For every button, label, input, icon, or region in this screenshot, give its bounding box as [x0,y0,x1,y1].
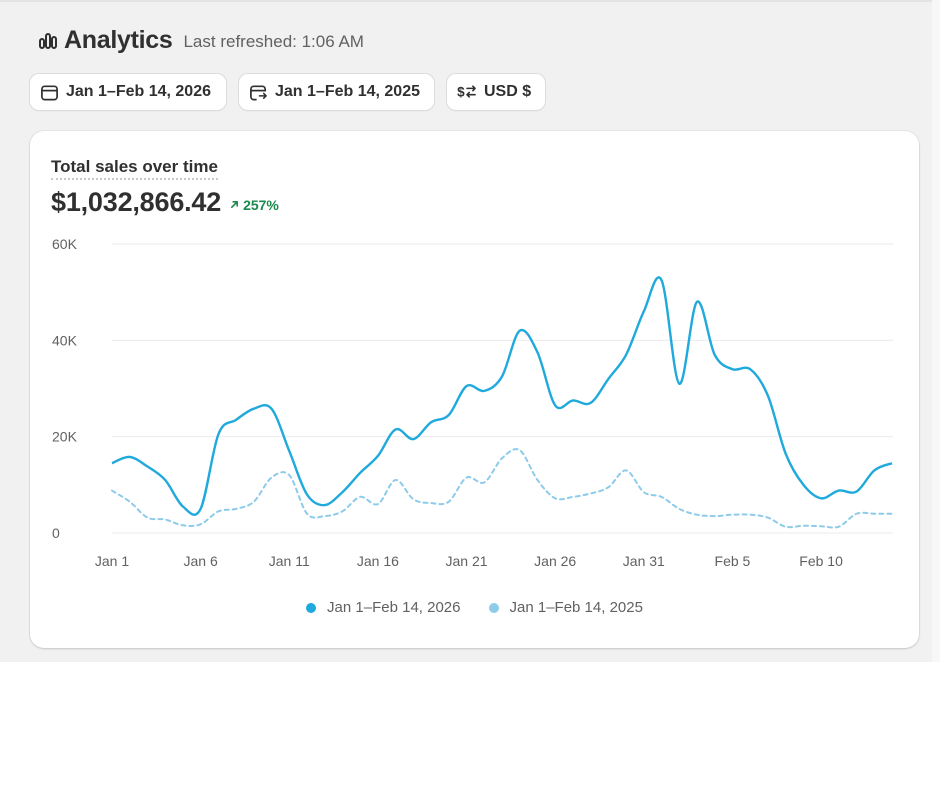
legend-dot-previous [488,602,499,613]
legend-dot-current [306,602,317,613]
scroll-gutter [932,0,940,662]
sales-line-chart[interactable]: 0 20K 40K 60K Jan 1 Jan 6 Jan 11 Jan 16 Jan 21 J… [30,131,919,591]
compare-range-label: Jan 1–Feb 14, 2025 [275,83,420,100]
chart-title[interactable]: Total sales over time [51,157,218,180]
page-header: Analytics Last refreshed: 1:06 AM [38,24,364,56]
legend-item-previous[interactable]: Jan 1–Feb 14, 2025 [488,599,643,616]
legend-item-current[interactable]: Jan 1–Feb 14, 2026 [306,599,461,616]
y-tick-label: 60K [52,236,78,252]
y-tick-label: 0 [52,525,60,541]
date-range-label: Jan 1–Feb 14, 2026 [66,83,211,100]
x-tick-label: Feb 5 [715,553,751,569]
currency-label: USD $ [484,83,532,100]
change-badge: 257% [230,197,279,213]
y-tick-label: 20K [52,429,78,445]
legend-label-current: Jan 1–Feb 14, 2026 [327,599,461,616]
series-line-current [111,276,893,516]
x-tick-label: Jan 21 [446,553,488,569]
x-tick-label: Jan 16 [357,553,399,569]
total-sales-value: $1,032,866.42 [51,187,222,217]
analytics-icon [39,33,57,49]
calendar-icon [41,84,58,100]
svg-text:$: $ [457,85,465,100]
legend-label-previous: Jan 1–Feb 14, 2025 [509,599,643,616]
y-tick-label: 40K [52,332,78,348]
sales-chart-card: Total sales over time $1,032,866.42 257%… [30,131,919,648]
arrow-up-right-icon [231,200,239,209]
x-tick-label: Feb 10 [799,553,843,569]
change-percent: 257% [243,196,279,213]
x-tick-label: Jan 26 [534,553,576,569]
currency-exchange-icon: $ [457,85,476,100]
calendar-compare-icon [250,84,267,100]
last-refreshed-text: Last refreshed: 1:06 AM [183,31,364,51]
x-tick-label: Jan 6 [184,553,218,569]
currency-button[interactable]: $ USD $ [447,74,545,110]
chart-legend: Jan 1–Feb 14, 2026 Jan 1–Feb 14, 2025 [30,599,919,616]
page-title: Analytics [64,25,173,54]
x-tick-label: Jan 11 [269,553,310,569]
metric-row: $1,032,866.42 257% [51,187,279,218]
compare-range-button[interactable]: Jan 1–Feb 14, 2025 [239,74,434,110]
date-range-button[interactable]: Jan 1–Feb 14, 2026 [30,74,226,110]
x-tick-label: Jan 1 [95,553,129,569]
x-tick-label: Jan 31 [623,553,665,569]
series-line-previous [111,448,893,529]
